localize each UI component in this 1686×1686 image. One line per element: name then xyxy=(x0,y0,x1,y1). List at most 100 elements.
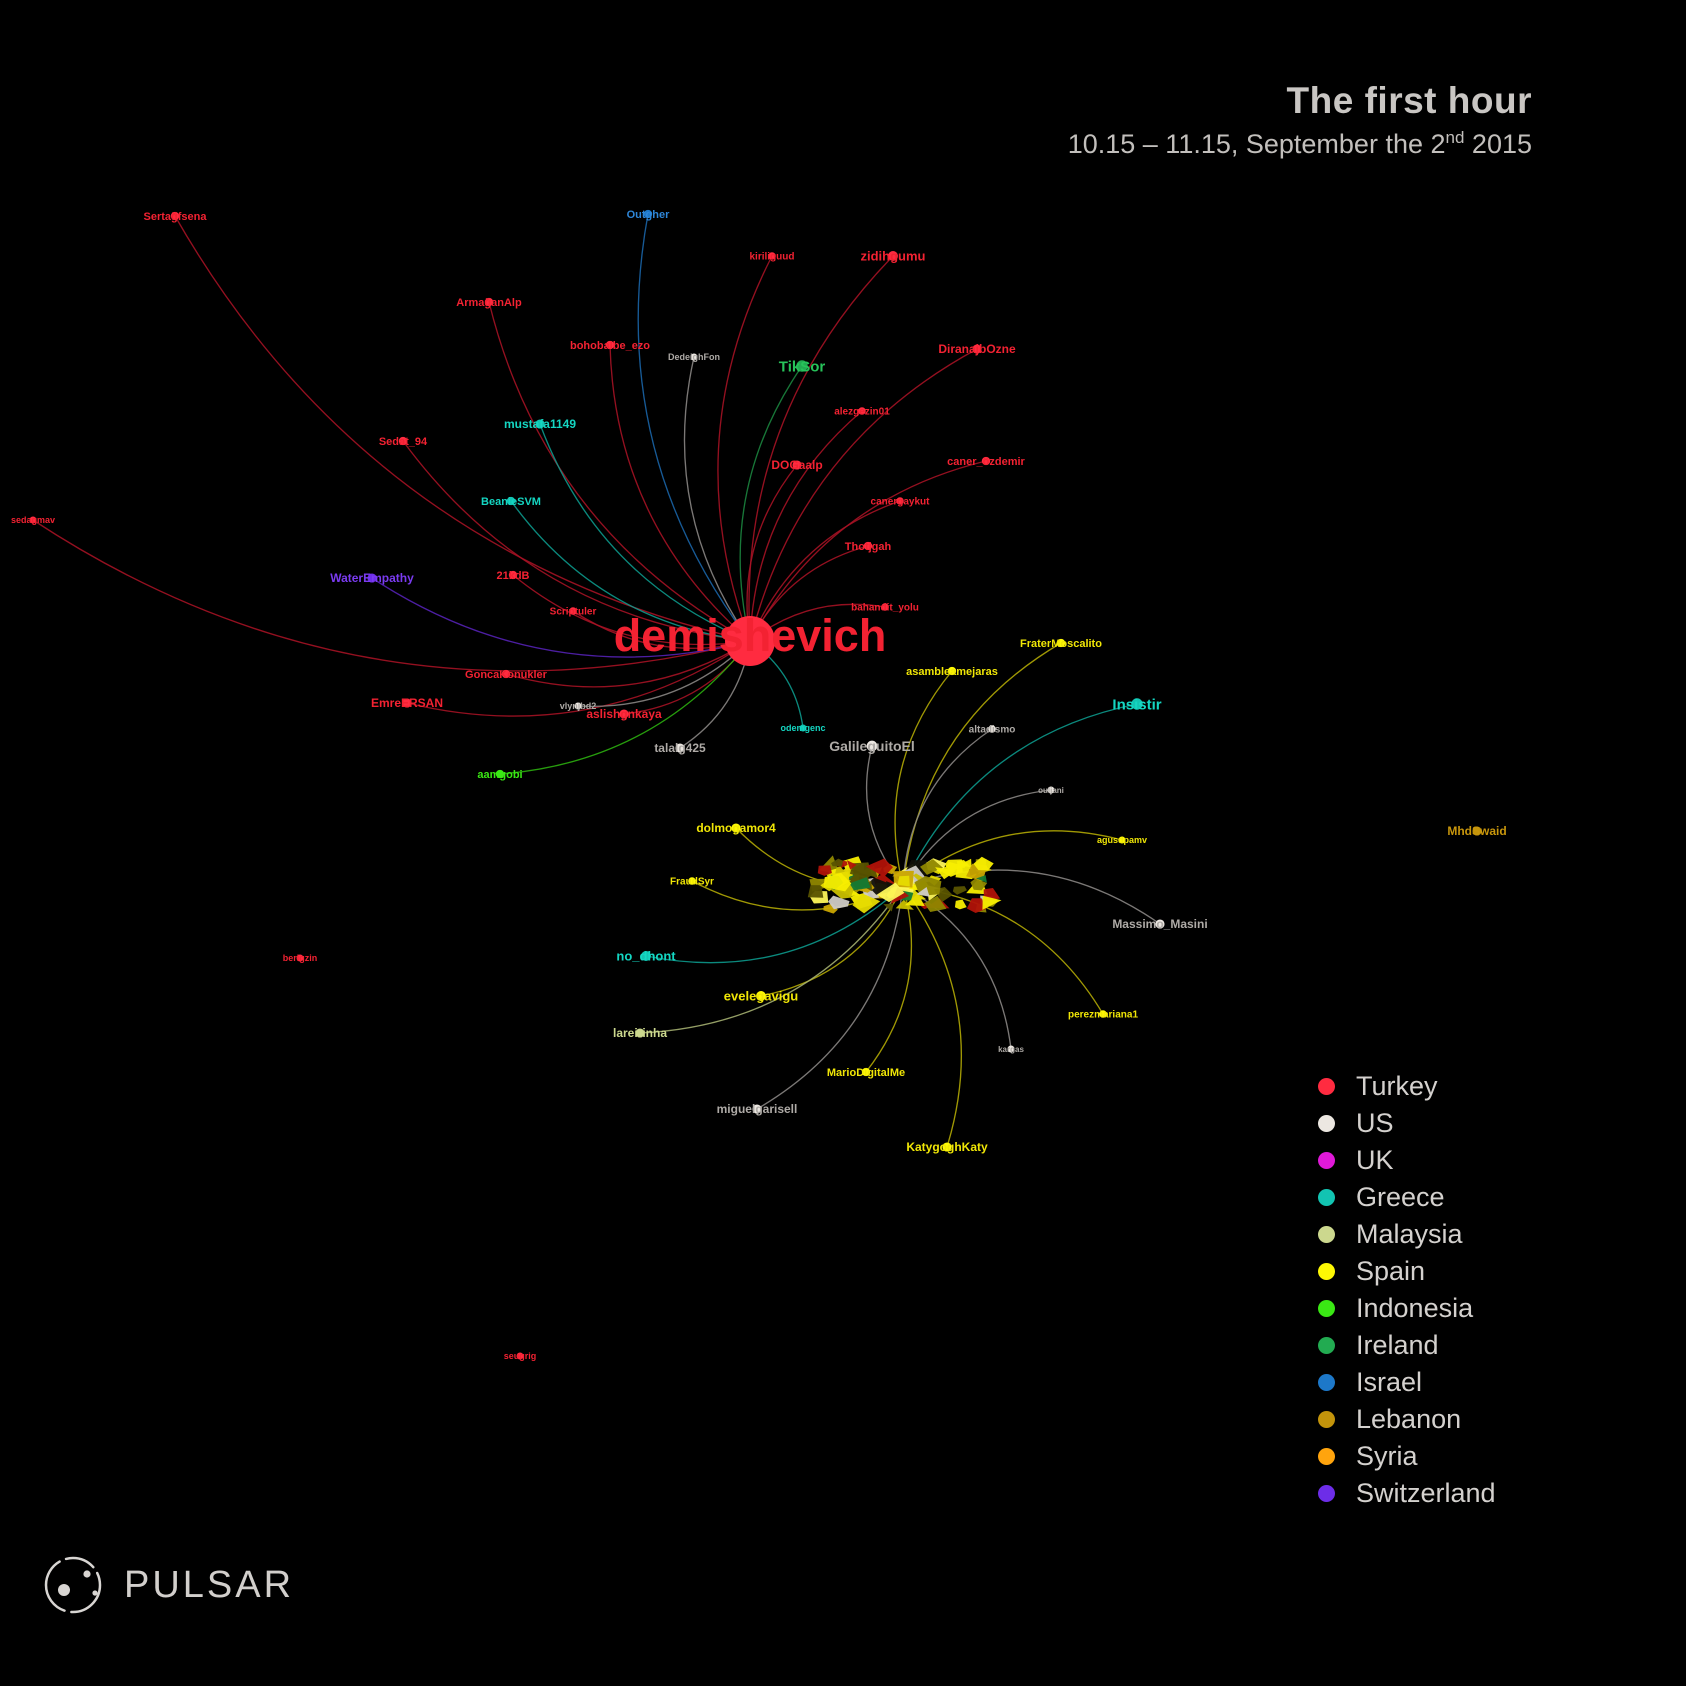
cluster-blob-shard xyxy=(954,899,967,910)
node-bahandit_yolu[interactable]: bahandit_yolu xyxy=(851,603,919,614)
node-dot xyxy=(641,951,651,961)
cluster-blob-shard xyxy=(895,899,914,910)
node-Massimo_Masini[interactable]: Massimo_Masini xyxy=(1112,917,1207,931)
node-dot xyxy=(484,297,494,307)
node-canergaykut[interactable]: canergaykut xyxy=(871,497,931,508)
node-bohobalbe_ezo[interactable]: bohobalbe_ezo xyxy=(570,340,650,352)
node-aslishgnkaya[interactable]: aslishgnkaya xyxy=(586,707,662,721)
node-perezmariana1[interactable]: perezmariana1 xyxy=(1068,1010,1138,1021)
legend-item-us[interactable]: US xyxy=(1318,1105,1496,1142)
node-label: kargas xyxy=(998,1045,1024,1054)
node-sedagmav[interactable]: sedagmav xyxy=(11,515,55,525)
node-DedeighFon[interactable]: DedeighFon xyxy=(668,352,720,362)
node-no_dhont[interactable]: no_dhont xyxy=(616,949,676,964)
node-label: GoncaKonukler xyxy=(465,669,548,681)
legend-item-turkey[interactable]: Turkey xyxy=(1318,1068,1496,1105)
legend-color-dot xyxy=(1318,1078,1335,1095)
node-Thotjgah[interactable]: Thotjgah xyxy=(845,541,892,553)
legend-item-label: US xyxy=(1356,1108,1394,1138)
cluster-blob-shard xyxy=(924,895,947,912)
node-Insistir[interactable]: Insistir xyxy=(1112,696,1161,713)
node-Sertağfsena[interactable]: Sertağfsena xyxy=(144,211,208,223)
node-altadismo[interactable]: altadismo xyxy=(969,725,1016,736)
node-TikSor[interactable]: TikSor xyxy=(779,358,826,375)
cluster-blob-shard xyxy=(828,895,850,910)
node-zidihgumu[interactable]: zidihgumu xyxy=(861,249,926,264)
hub-dot xyxy=(725,616,775,666)
node-label: lareirinha xyxy=(613,1026,667,1040)
node-seugrig[interactable]: seugrig xyxy=(504,1351,537,1361)
node-Outgher[interactable]: Outgher xyxy=(627,209,670,221)
node-21kdB[interactable]: 21kdB xyxy=(496,570,529,582)
legend-item-greece[interactable]: Greece xyxy=(1318,1179,1496,1216)
node-alezgezin01[interactable]: alezgezin01 xyxy=(834,407,890,418)
node-ouljani[interactable]: ouljani xyxy=(1038,786,1064,795)
node-agusdpamv[interactable]: agusdpamv xyxy=(1097,835,1147,845)
node-DiranajbOzne[interactable]: DiranajbOzne xyxy=(938,342,1016,356)
node-GoncaKonukler[interactable]: GoncaKonukler xyxy=(465,669,548,681)
cluster-blob-shard xyxy=(846,860,857,870)
node-vlynjbd2[interactable]: vlynjbd2 xyxy=(560,701,597,711)
node-dolmogamor4[interactable]: dolmogamor4 xyxy=(696,821,776,835)
node-odemgenc[interactable]: odemgenc xyxy=(780,723,825,733)
node-berigzin[interactable]: berigzin xyxy=(283,953,318,963)
legend-item-indonesia[interactable]: Indonesia xyxy=(1318,1290,1496,1327)
node-Scriptuler[interactable]: Scriptuler xyxy=(550,607,597,618)
node-DOGaalp[interactable]: DOGaalp xyxy=(771,458,822,472)
node-kargas[interactable]: kargas xyxy=(998,1045,1024,1054)
edge-kiriliguud xyxy=(717,255,773,642)
node-dot xyxy=(1007,1045,1015,1053)
node-Sedat_94[interactable]: Sedat_94 xyxy=(379,436,428,448)
node-ArmağanAlp[interactable]: ArmağanAlp xyxy=(456,297,522,309)
cluster-blob-shard xyxy=(849,877,871,891)
node-EmreERSAN[interactable]: EmreERSAN xyxy=(371,696,443,710)
edge-BeanieSVM xyxy=(510,500,751,642)
legend-color-dot xyxy=(1318,1337,1335,1354)
node-label: Outgher xyxy=(627,209,670,221)
legend-item-spain[interactable]: Spain xyxy=(1318,1253,1496,1290)
node-aamgobi[interactable]: aamgobi xyxy=(477,769,522,781)
node-label: aamgobi xyxy=(477,769,522,781)
node-dot xyxy=(1155,919,1165,929)
node-label: zidihgumu xyxy=(861,249,926,264)
node-dot xyxy=(495,769,505,779)
node-MhdSwaid[interactable]: MhdSwaid xyxy=(1447,824,1506,838)
legend-item-syria[interactable]: Syria xyxy=(1318,1438,1496,1475)
node-talalg425[interactable]: talalg425 xyxy=(654,741,706,755)
legend: Turkey US UK Greece Malaysia Spain Indonesia Ir… xyxy=(1318,1068,1496,1512)
node-FraterMoscalito[interactable]: FraterMoscalito xyxy=(1020,638,1102,650)
node-evelegavigu[interactable]: evelegavigu xyxy=(724,989,798,1004)
node-dot xyxy=(501,669,511,679)
legend-item-label: Spain xyxy=(1356,1256,1426,1286)
node-WaterEmpathy[interactable]: WaterEmpathy xyxy=(330,571,414,585)
legend-item-ireland[interactable]: Ireland xyxy=(1318,1327,1496,1364)
edge-Sedat_94 xyxy=(402,440,751,642)
node-lareirinha[interactable]: lareirinha xyxy=(613,1026,667,1040)
node-mustafa1149[interactable]: mustafa1149 xyxy=(504,417,576,431)
node-caner_özdemir[interactable]: caner_özdemir xyxy=(947,456,1025,468)
node-BeanieSVM[interactable]: BeanieSVM xyxy=(481,496,541,508)
node-dot xyxy=(1472,826,1482,836)
node-dot xyxy=(731,823,741,833)
node-demishevich[interactable]: demishevich xyxy=(614,610,887,666)
cluster-blob-shard xyxy=(913,873,923,881)
subtitle-prefix: 10.15 – 11.15, September the 2 xyxy=(1067,129,1446,159)
legend-item-lebanon[interactable]: Lebanon xyxy=(1318,1401,1496,1438)
node-FraudSyr[interactable]: FraudSyr xyxy=(670,877,714,888)
legend-item-israel[interactable]: Israel xyxy=(1318,1364,1496,1401)
legend-item-label: Syria xyxy=(1356,1441,1418,1471)
node-kiriliguud[interactable]: kiriliguud xyxy=(750,252,795,263)
node-GalileguitoEl[interactable]: GalileguitoEl xyxy=(829,738,915,754)
legend-item-uk[interactable]: UK xyxy=(1318,1142,1496,1179)
node-KatygoghKaty[interactable]: KatygoghKaty xyxy=(906,1140,988,1154)
legend-color-dot xyxy=(1318,1485,1335,1502)
node-dot xyxy=(1099,1010,1107,1018)
node-miguelgarisell[interactable]: miguelgarisell xyxy=(717,1102,798,1116)
node-asambleamejaras[interactable]: asambleamejaras xyxy=(906,666,998,678)
edge-mustafa1149 xyxy=(539,423,751,642)
node-label: agusdpamv xyxy=(1097,835,1147,845)
node-MarioDigitalMe[interactable]: MarioDigitalMe xyxy=(827,1067,905,1079)
node-dot xyxy=(296,954,304,962)
legend-item-switzerland[interactable]: Switzerland xyxy=(1318,1475,1496,1512)
legend-item-malaysia[interactable]: Malaysia xyxy=(1318,1216,1496,1253)
